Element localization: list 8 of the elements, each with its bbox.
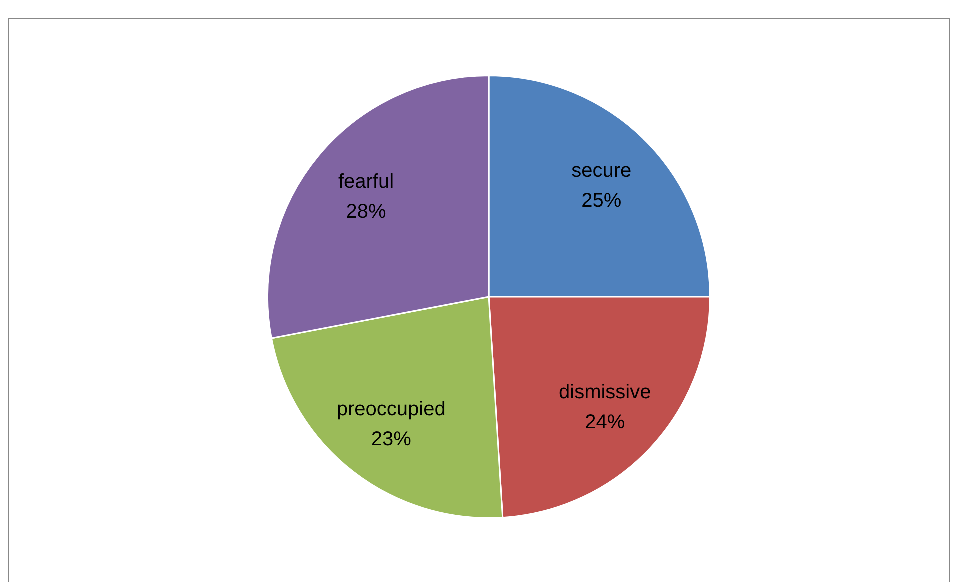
data-label: 23% <box>371 428 412 450</box>
slice-label: fearful <box>338 170 394 193</box>
slice-label: secure <box>572 160 632 182</box>
data-label: 24% <box>585 412 626 434</box>
slice-label: dismissive <box>559 382 652 404</box>
data-label: 28% <box>346 200 386 223</box>
slice-label: preoccupied <box>336 398 446 420</box>
data-label: 25% <box>582 190 622 212</box>
